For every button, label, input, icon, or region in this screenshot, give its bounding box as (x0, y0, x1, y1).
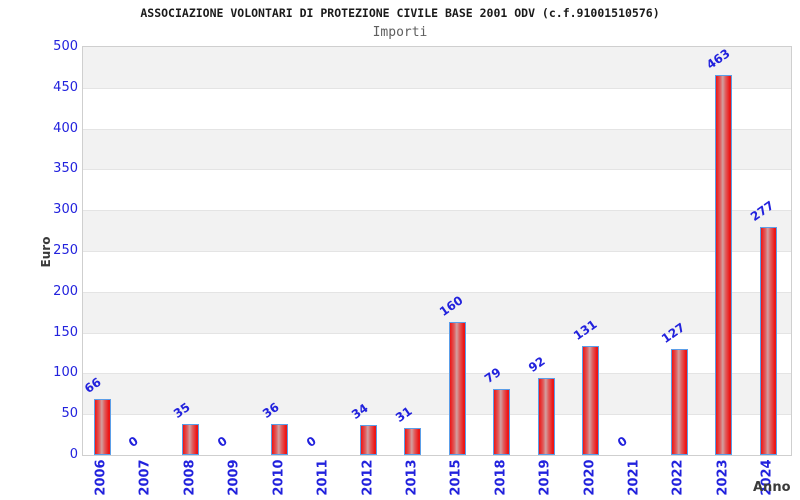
bar-2012 (360, 425, 378, 455)
bar-2024 (759, 227, 777, 455)
bar-2023 (715, 75, 733, 455)
gridline-300 (83, 210, 791, 212)
x-tick-2009: 2009 (226, 459, 242, 496)
gridline-250 (83, 251, 791, 252)
x-tick-2006: 2006 (93, 459, 109, 496)
y-axis-title: Euro (39, 236, 53, 268)
band-gray (83, 291, 791, 333)
x-tick-2023: 2023 (715, 459, 731, 496)
bar-2022 (670, 349, 688, 455)
chart-subtitle: Importi (372, 25, 428, 40)
band-gray (83, 47, 791, 88)
x-tick-2020: 2020 (582, 459, 598, 496)
bar-2006 (93, 399, 111, 455)
bar-2015 (448, 322, 466, 455)
y-tick-200: 200 (53, 283, 78, 299)
y-tick-50: 50 (61, 406, 78, 422)
y-tick-400: 400 (53, 120, 78, 136)
y-tick-300: 300 (53, 202, 78, 218)
bar-2008 (182, 424, 200, 455)
gridline-150 (83, 332, 791, 334)
x-tick-2007: 2007 (137, 459, 153, 496)
y-tick-150: 150 (53, 324, 78, 340)
gridline-450 (83, 87, 791, 89)
chart-title: ASSOCIAZIONE VOLONTARI DI PROTEZIONE CIV… (140, 6, 660, 20)
band-gray (83, 210, 791, 251)
y-tick-0: 0 (69, 447, 78, 462)
gridline-400 (83, 128, 791, 130)
y-tick-250: 250 (53, 243, 78, 258)
bar-2013 (404, 428, 422, 455)
bar-2020 (582, 346, 600, 455)
x-tick-2019: 2019 (537, 459, 553, 496)
gridline-200 (83, 291, 791, 293)
x-tick-2021: 2021 (626, 459, 642, 496)
bar-2010 (271, 424, 289, 455)
x-tick-2010: 2010 (271, 459, 287, 496)
x-tick-2011: 2011 (315, 459, 331, 496)
y-tick-450: 450 (53, 79, 78, 95)
x-tick-2022: 2022 (670, 459, 686, 496)
bar-2019 (537, 378, 555, 455)
x-axis-title: Anno (753, 480, 791, 495)
gridline-50 (83, 414, 791, 416)
y-tick-500: 500 (53, 39, 78, 54)
x-tick-2013: 2013 (404, 459, 420, 496)
gridline-350 (83, 169, 791, 171)
x-tick-2012: 2012 (360, 459, 376, 496)
x-tick-2008: 2008 (182, 459, 198, 496)
y-tick-350: 350 (53, 161, 78, 177)
plot-area (82, 46, 792, 456)
bar-2018 (493, 389, 511, 455)
y-tick-100: 100 (53, 365, 78, 381)
band-gray (83, 128, 791, 170)
gridline-100 (83, 373, 791, 375)
x-tick-2018: 2018 (493, 459, 509, 496)
x-tick-2015: 2015 (448, 459, 464, 496)
